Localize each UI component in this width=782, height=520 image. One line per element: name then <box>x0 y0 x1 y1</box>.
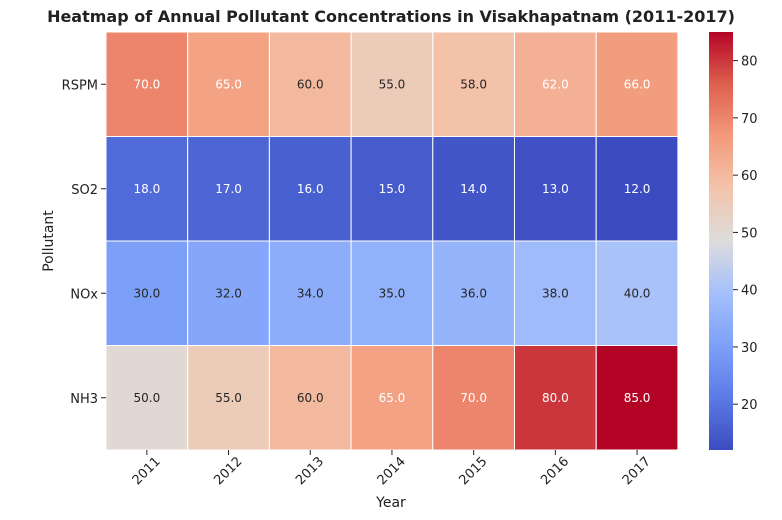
colorbar-tick-label-80: 80 <box>741 55 758 70</box>
heatmap-cell-NOx-2014 <box>350 240 434 346</box>
x-tick-label-2011: 2011 <box>130 454 164 488</box>
heatmap-cell-NOx-2016 <box>514 240 597 346</box>
heatmap-cell-NH3-2011 <box>105 345 189 451</box>
cell-value-label: 18.0 <box>133 182 160 196</box>
cell-value-label: 55.0 <box>379 77 406 91</box>
cell-value-label: 12.0 <box>624 182 651 196</box>
heatmap-cell-NH3-2016 <box>514 345 597 451</box>
x-tick-label-2017: 2017 <box>620 454 654 488</box>
heatmap-cell-RSPM-2013 <box>268 31 352 137</box>
heatmap-cell-SO2-2017 <box>595 136 679 242</box>
cell-value-label: 70.0 <box>460 391 487 405</box>
heatmap-cell-RSPM-2016 <box>514 31 597 137</box>
cell-value-label: 60.0 <box>297 391 324 405</box>
cell-value-label: 80.0 <box>542 391 569 405</box>
cell-value-label: 58.0 <box>460 77 487 91</box>
cell-value-label: 65.0 <box>215 77 242 91</box>
cell-value-label: 35.0 <box>379 286 406 300</box>
colorbar <box>709 32 733 450</box>
colorbar-tick-label-70: 70 <box>741 112 758 127</box>
heatmap-cell-SO2-2015 <box>432 136 515 242</box>
heatmap-cell-SO2-2013 <box>268 136 352 242</box>
heatmap-cell-RSPM-2015 <box>432 31 515 137</box>
y-tick-label-RSPM: RSPM <box>62 78 98 93</box>
cell-value-label: 55.0 <box>215 391 242 405</box>
cell-value-label: 85.0 <box>624 391 651 405</box>
cell-value-label: 62.0 <box>542 77 569 91</box>
heatmap-cell-SO2-2016 <box>514 136 597 242</box>
cell-value-label: 30.0 <box>133 286 160 300</box>
heatmap-cell-RSPM-2012 <box>187 31 270 137</box>
y-tick-label-NH3: NH3 <box>70 392 98 407</box>
cell-value-label: 65.0 <box>379 391 406 405</box>
x-tick-label-2013: 2013 <box>293 454 327 488</box>
heatmap-cell-NOx-2017 <box>595 240 679 346</box>
heatmap-cell-RSPM-2014 <box>350 31 434 137</box>
cell-value-label: 14.0 <box>460 182 487 196</box>
heatmap-cell-NOx-2013 <box>268 240 352 346</box>
cell-value-label: 15.0 <box>379 182 406 196</box>
cell-value-label: 32.0 <box>215 286 242 300</box>
heatmap-cell-NH3-2012 <box>187 345 270 451</box>
y-tick-label-NOx: NOx <box>70 287 98 302</box>
y-axis-label: Pollutant <box>41 210 57 272</box>
heatmap-cell-NOx-2012 <box>187 240 270 346</box>
x-tick-label-2014: 2014 <box>375 454 409 488</box>
colorbar-ticks: 20 30 40 50 60 70 80 <box>733 55 758 413</box>
heatmap-cell-NOx-2015 <box>432 240 515 346</box>
colorbar-tick-label-40: 40 <box>741 284 758 299</box>
heatmap-cell-NOx-2011 <box>105 240 189 346</box>
cell-value-label: 13.0 <box>542 182 569 196</box>
cell-value-label: 70.0 <box>133 77 160 91</box>
cell-value-label: 34.0 <box>297 286 324 300</box>
cell-value-label: 40.0 <box>624 286 651 300</box>
x-axis-label: Year <box>375 495 406 511</box>
x-axis-ticks: 2011 2012 2013 2014 2015 2016 2017 <box>130 450 654 488</box>
cell-value-label: 50.0 <box>133 391 160 405</box>
colorbar-tick-label-20: 20 <box>741 398 758 413</box>
colorbar-tick-label-50: 50 <box>741 226 758 241</box>
heatmap-cell-NH3-2014 <box>350 345 434 451</box>
heatmap-cell-NH3-2017 <box>595 345 679 451</box>
colorbar-tick-label-60: 60 <box>741 169 758 184</box>
y-tick-label-SO2: SO2 <box>71 183 98 198</box>
cell-value-label: 36.0 <box>460 286 487 300</box>
cell-value-label: 17.0 <box>215 182 242 196</box>
cell-value-label: 60.0 <box>297 77 324 91</box>
x-tick-label-2016: 2016 <box>538 454 572 488</box>
x-tick-label-2015: 2015 <box>456 454 490 488</box>
colorbar-tick-label-30: 30 <box>741 341 758 356</box>
cell-value-label: 16.0 <box>297 182 324 196</box>
y-axis-ticks: RSPM SO2 NOx NH3 <box>62 78 106 407</box>
cell-value-label: 66.0 <box>624 77 651 91</box>
heatmap-cell-RSPM-2011 <box>105 31 189 137</box>
x-tick-label-2012: 2012 <box>211 454 245 488</box>
chart-title: Heatmap of Annual Pollutant Concentratio… <box>47 7 735 26</box>
heatmap-cells: 70.0 65.0 60.0 55.0 58.0 62.0 66.0 18.0 17.0 16.0… <box>105 31 679 451</box>
cell-value-label: 38.0 <box>542 286 569 300</box>
